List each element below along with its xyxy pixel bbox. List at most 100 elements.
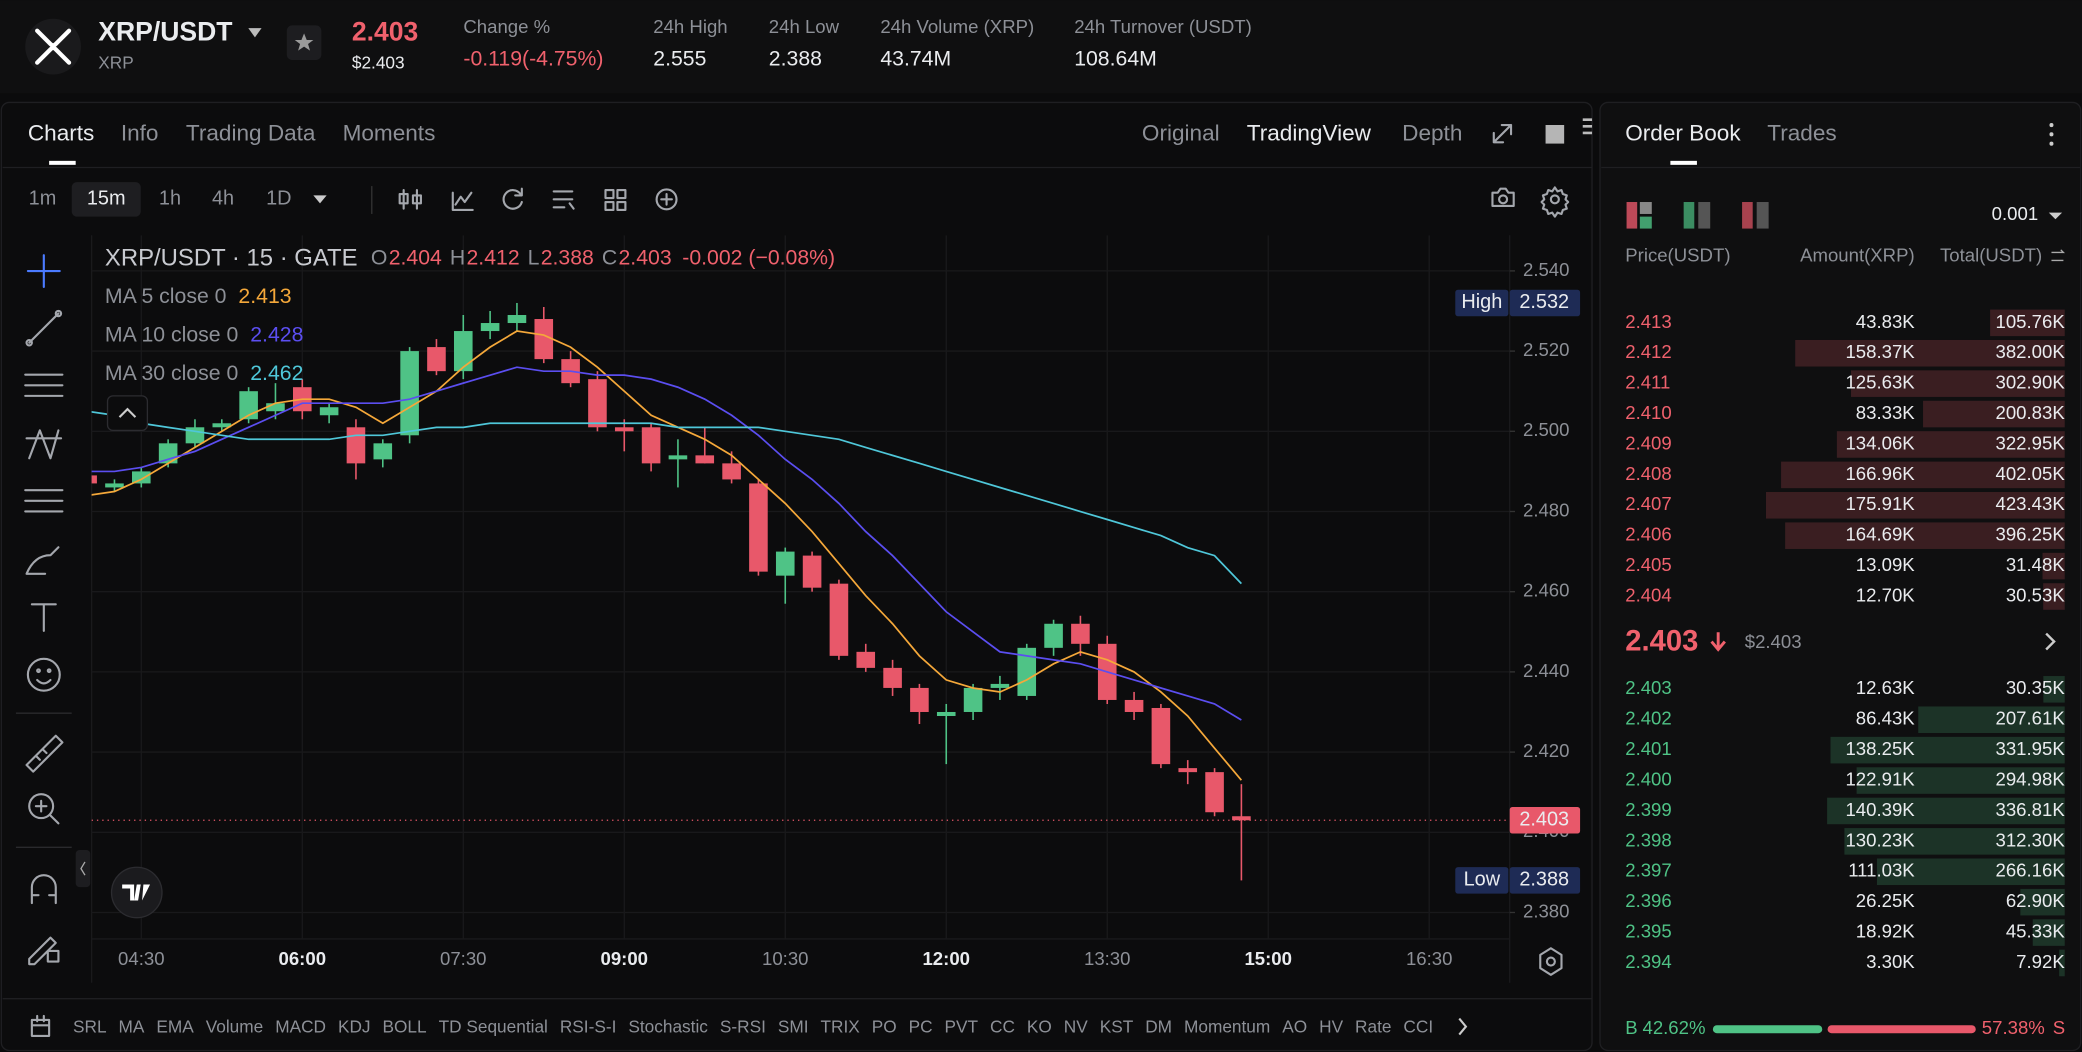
indicator[interactable]: KST bbox=[1100, 1016, 1134, 1036]
book-price: 2.395 bbox=[1625, 920, 1672, 941]
interval-caret[interactable] bbox=[313, 195, 327, 204]
tab[interactable]: Info bbox=[121, 120, 159, 145]
indicator[interactable]: AO bbox=[1282, 1016, 1307, 1036]
book-price: 2.400 bbox=[1625, 768, 1672, 789]
collapse-toolbar[interactable] bbox=[75, 849, 91, 888]
view-tab[interactable]: Original bbox=[1142, 120, 1220, 145]
candle-body bbox=[990, 683, 1010, 688]
axis-settings-dot bbox=[1545, 956, 1556, 967]
menu-icon[interactable] bbox=[1582, 118, 1593, 135]
indicator[interactable]: SRL bbox=[73, 1016, 107, 1036]
indicator[interactable]: KO bbox=[1027, 1016, 1052, 1036]
indicator[interactable]: RSI-S-I bbox=[560, 1016, 617, 1036]
indicator[interactable]: EMA bbox=[156, 1016, 194, 1036]
indicator[interactable]: HV bbox=[1319, 1016, 1343, 1036]
candle-body bbox=[883, 667, 902, 688]
candle-body bbox=[427, 347, 446, 372]
indicator[interactable]: Momentum bbox=[1184, 1016, 1270, 1036]
indicator[interactable]: DM bbox=[1145, 1016, 1172, 1036]
y-tick-label: 2.500 bbox=[1523, 419, 1570, 440]
last-price-chevron[interactable] bbox=[2045, 632, 2056, 651]
indicator-bar: SRL MA EMA Volume MACD KDJ BOLL TD Sequential RS… bbox=[73, 1016, 1433, 1036]
indicator[interactable]: CCI bbox=[1403, 1016, 1433, 1036]
candle-body bbox=[1017, 647, 1037, 696]
indicator[interactable]: S-RSI bbox=[720, 1016, 766, 1036]
book-layout-buttons[interactable] bbox=[1626, 202, 1769, 229]
legend-collapse[interactable] bbox=[106, 395, 149, 432]
indicator[interactable]: Rate bbox=[1355, 1016, 1391, 1036]
stat-label: Change % bbox=[463, 16, 550, 37]
indicator[interactable]: Stochastic bbox=[628, 1016, 708, 1036]
book-amount: 3.30K bbox=[1866, 951, 1915, 972]
legend-title: XRP/USDT · 15 · GATE bbox=[105, 244, 358, 271]
symbol-caret[interactable] bbox=[248, 28, 262, 38]
interval[interactable]: 1D bbox=[266, 188, 291, 210]
candle-body bbox=[963, 687, 983, 712]
candle-body bbox=[91, 475, 97, 484]
x-tick-label: 15:00 bbox=[1244, 948, 1292, 969]
view-tab[interactable]: Depth bbox=[1402, 120, 1462, 145]
book-header: Amount(XRP) bbox=[1800, 244, 1915, 265]
indicator[interactable]: TD Sequential bbox=[439, 1016, 548, 1036]
indicator[interactable]: KDJ bbox=[338, 1016, 371, 1036]
book-price: 2.404 bbox=[1625, 584, 1672, 605]
y-tick-label: 2.420 bbox=[1523, 740, 1570, 761]
book-tab[interactable]: Trades bbox=[1767, 120, 1836, 145]
star-icon bbox=[294, 33, 314, 51]
precision[interactable]: 0.001 bbox=[1992, 203, 2038, 224]
indicator[interactable]: NV bbox=[1064, 1016, 1088, 1036]
ratio-sell-bar bbox=[1827, 1025, 1976, 1034]
indicator[interactable]: MACD bbox=[275, 1016, 326, 1036]
axis-settings[interactable] bbox=[1539, 947, 1563, 976]
indicator[interactable]: PVT bbox=[945, 1016, 979, 1036]
precision-caret[interactable] bbox=[2048, 212, 2063, 220]
tab[interactable]: Moments bbox=[343, 120, 436, 145]
interval[interactable]: 15m bbox=[87, 188, 126, 210]
depth-bar bbox=[1918, 706, 2065, 734]
candle-body bbox=[910, 687, 929, 712]
candle-body bbox=[1044, 623, 1063, 648]
candle-body bbox=[480, 323, 500, 332]
tab[interactable]: Charts bbox=[28, 120, 94, 145]
interval[interactable]: 4h bbox=[212, 188, 234, 210]
drawing-tools[interactable] bbox=[24, 254, 64, 966]
book-price: 2.410 bbox=[1625, 402, 1672, 423]
candle-body bbox=[749, 483, 768, 572]
ratio-buy-bar bbox=[1712, 1025, 1823, 1034]
layout-button[interactable] bbox=[1545, 125, 1565, 144]
indicator[interactable]: BOLL bbox=[382, 1016, 427, 1036]
book-total: 294.98K bbox=[1996, 768, 2066, 789]
view-tab[interactable]: TradingView bbox=[1247, 120, 1372, 145]
interval[interactable]: 1m bbox=[29, 188, 57, 210]
depth-bar bbox=[1851, 370, 2065, 397]
book-tab[interactable]: Order Book bbox=[1625, 120, 1741, 145]
indicators-more[interactable] bbox=[1458, 1017, 1468, 1036]
book-price: 2.396 bbox=[1625, 890, 1672, 911]
stat-value: -0.119(-4.75%) bbox=[463, 47, 603, 71]
indicator[interactable]: CC bbox=[990, 1016, 1015, 1036]
indicator[interactable]: MA bbox=[119, 1016, 145, 1036]
indicator[interactable]: TRIX bbox=[820, 1016, 860, 1036]
price-tag-label: High bbox=[1461, 291, 1502, 313]
book-total: 396.25K bbox=[1996, 524, 2066, 545]
book-total: 200.83K bbox=[1996, 402, 2066, 423]
calendar-icon[interactable] bbox=[30, 1014, 51, 1037]
book-total: 266.16K bbox=[1996, 860, 2066, 881]
symbol[interactable]: XRP/USDT bbox=[98, 16, 232, 46]
sort-icon[interactable] bbox=[2051, 249, 2066, 262]
book-price: 2.398 bbox=[1625, 829, 1672, 850]
ohlc-value: 2.404 bbox=[389, 246, 442, 270]
interval[interactable]: 1h bbox=[159, 188, 181, 210]
indicator[interactable]: SMI bbox=[778, 1016, 809, 1036]
tab[interactable]: Trading Data bbox=[186, 120, 316, 145]
indicator[interactable]: Volume bbox=[206, 1016, 264, 1036]
book-total: 423.43K bbox=[1996, 493, 2066, 514]
chart-tools[interactable] bbox=[398, 123, 1570, 218]
indicator[interactable]: PC bbox=[909, 1016, 933, 1036]
book-total: 30.53K bbox=[2006, 584, 2065, 605]
stat-value: 2.555 bbox=[653, 47, 706, 71]
indicator[interactable]: PO bbox=[872, 1016, 897, 1036]
book-amount: 166.96K bbox=[1845, 463, 1915, 484]
ohlc-change: -0.002 (−0.08%) bbox=[682, 246, 835, 270]
book-total: 31.48K bbox=[2006, 554, 2065, 575]
